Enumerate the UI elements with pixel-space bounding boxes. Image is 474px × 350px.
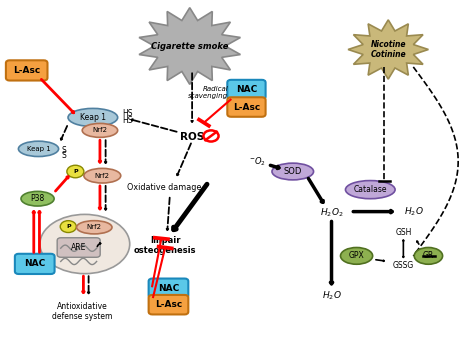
Polygon shape: [139, 8, 240, 84]
Text: Keap 1: Keap 1: [27, 146, 50, 152]
FancyBboxPatch shape: [149, 295, 188, 314]
Text: HS: HS: [122, 116, 133, 125]
Text: L-Asc: L-Asc: [13, 66, 40, 75]
Text: SOD: SOD: [283, 167, 302, 176]
Text: $H_2O$: $H_2O$: [322, 289, 341, 301]
Text: Catalase: Catalase: [354, 185, 387, 194]
Text: $H_2O_2$: $H_2O_2$: [320, 206, 343, 219]
Text: Oxidative damage: Oxidative damage: [127, 183, 201, 192]
Ellipse shape: [40, 215, 130, 274]
Text: ARE: ARE: [71, 243, 86, 252]
Text: S: S: [61, 146, 66, 155]
Ellipse shape: [76, 220, 112, 234]
FancyBboxPatch shape: [228, 97, 265, 117]
Ellipse shape: [84, 168, 121, 183]
Ellipse shape: [340, 247, 373, 264]
Text: GSSG: GSSG: [393, 261, 414, 270]
Text: NAC: NAC: [24, 259, 46, 268]
Text: $^{-}O_2$: $^{-}O_2$: [249, 155, 266, 168]
Ellipse shape: [21, 191, 54, 206]
Text: ROS: ROS: [180, 132, 204, 142]
Circle shape: [60, 220, 76, 232]
FancyBboxPatch shape: [57, 238, 100, 257]
Text: Keap 1: Keap 1: [80, 113, 106, 122]
Circle shape: [67, 165, 84, 178]
Text: Antioxidative
defense system: Antioxidative defense system: [52, 302, 113, 321]
Ellipse shape: [414, 247, 443, 264]
Ellipse shape: [68, 108, 118, 127]
Text: GR: GR: [423, 251, 434, 260]
Text: L-Asc: L-Asc: [155, 300, 182, 309]
FancyBboxPatch shape: [149, 279, 188, 298]
Text: S: S: [61, 150, 66, 160]
Text: Cigarette smoke: Cigarette smoke: [151, 42, 228, 50]
FancyBboxPatch shape: [228, 80, 265, 99]
Text: Nrf2: Nrf2: [92, 127, 108, 133]
FancyBboxPatch shape: [15, 254, 55, 274]
Text: Nrf2: Nrf2: [95, 173, 110, 179]
Text: P: P: [66, 224, 71, 229]
Text: HS: HS: [122, 109, 133, 118]
Text: P38: P38: [30, 194, 45, 203]
Text: L-Asc: L-Asc: [233, 103, 260, 112]
Text: GSH: GSH: [395, 228, 411, 237]
Ellipse shape: [82, 124, 118, 137]
Text: NAC: NAC: [158, 284, 179, 293]
Ellipse shape: [272, 163, 314, 180]
Ellipse shape: [346, 181, 395, 199]
Text: Nrf2: Nrf2: [87, 224, 102, 230]
Text: Radical
scavenging: Radical scavenging: [188, 85, 228, 99]
Polygon shape: [348, 20, 428, 79]
FancyBboxPatch shape: [6, 60, 47, 80]
Ellipse shape: [18, 141, 59, 156]
Text: $H_2O$: $H_2O$: [404, 205, 424, 218]
Text: GPX: GPX: [349, 251, 365, 260]
Text: NAC: NAC: [236, 85, 257, 94]
Text: Nicotine
Cotinine: Nicotine Cotinine: [370, 40, 406, 59]
Text: Impair
osteogenesis: Impair osteogenesis: [134, 236, 196, 255]
Text: P: P: [73, 169, 78, 174]
